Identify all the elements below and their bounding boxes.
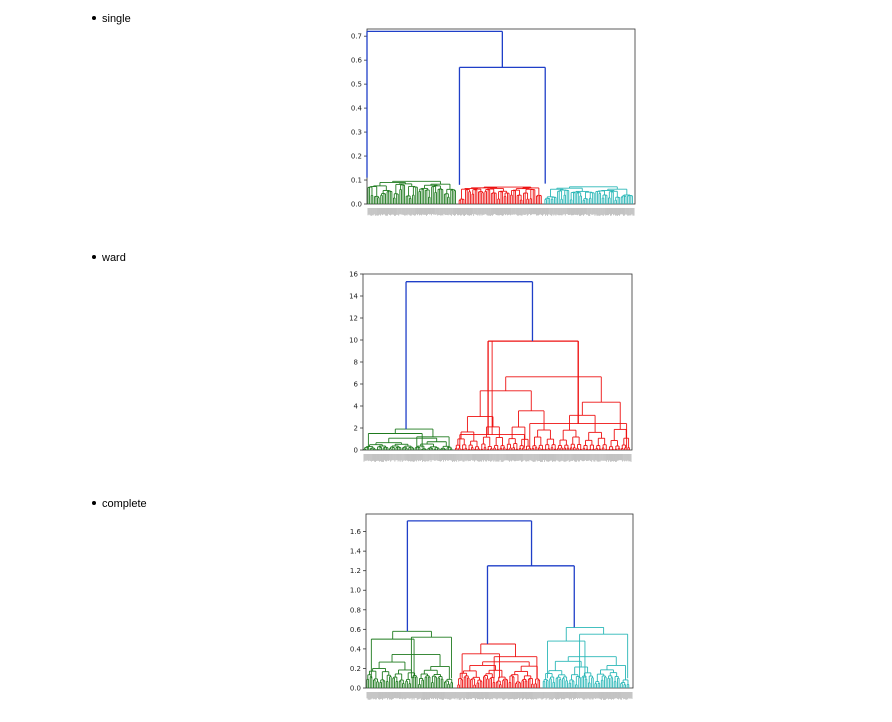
cluster-1 <box>458 186 542 204</box>
merge-link-0 <box>486 565 575 645</box>
y-tick-label: 0.3 <box>351 129 362 137</box>
bullet-dot <box>92 501 96 506</box>
y-tick-label: 16 <box>349 271 358 279</box>
y-tick-label: 0.7 <box>351 33 362 41</box>
bullet-single: single <box>92 12 131 26</box>
y-tick-label: 0.2 <box>351 153 362 161</box>
y-tick-label: 0.8 <box>350 606 361 614</box>
y-tick-label: 1.6 <box>350 528 362 536</box>
merge-link-1 <box>406 520 533 632</box>
section-label-ward: ward <box>102 252 126 264</box>
y-tick-label: 12 <box>349 315 358 323</box>
cluster-2 <box>542 626 630 688</box>
y-tick-label: 0.4 <box>351 105 363 113</box>
bullet-dot <box>92 255 96 260</box>
cluster-1 <box>455 340 630 450</box>
y-tick-label: 0 <box>354 447 358 455</box>
y-tick-label: 6 <box>354 381 359 389</box>
cluster-0 <box>363 428 453 450</box>
bullet-complete: complete <box>92 497 147 511</box>
merge-link-1 <box>366 30 503 178</box>
cluster-0 <box>366 630 454 688</box>
merge-link-0 <box>458 66 546 185</box>
cluster-1 <box>457 643 541 688</box>
y-tick-label: 0.6 <box>350 626 362 634</box>
y-tick-label: 14 <box>349 293 358 301</box>
y-tick-label: 0.6 <box>351 57 363 65</box>
merge-link-0 <box>487 340 579 435</box>
section-label-single: single <box>102 13 131 25</box>
y-tick-label: 0.0 <box>350 685 361 693</box>
y-tick-label: 0.4 <box>350 645 362 653</box>
section-label-complete: complete <box>102 498 147 510</box>
plot-frame <box>366 28 636 205</box>
y-tick-label: 1.2 <box>350 567 361 575</box>
y-tick-label: 4 <box>354 403 359 411</box>
merge-link-1 <box>405 281 534 430</box>
bullet-ward: ward <box>92 251 126 265</box>
y-tick-label: 2 <box>354 425 358 433</box>
bullet-dot <box>92 16 96 21</box>
y-tick-label: 0.2 <box>350 665 361 673</box>
y-tick-label: 0.1 <box>351 177 362 185</box>
y-tick-label: 1.4 <box>350 548 362 556</box>
y-tick-label: 0.0 <box>351 201 362 209</box>
y-tick-label: 1.0 <box>350 587 361 595</box>
y-tick-label: 8 <box>354 359 358 367</box>
y-tick-label: 0.5 <box>351 81 362 89</box>
cluster-2 <box>544 186 633 204</box>
cluster-0 <box>367 180 456 204</box>
y-tick-label: 10 <box>349 337 358 345</box>
